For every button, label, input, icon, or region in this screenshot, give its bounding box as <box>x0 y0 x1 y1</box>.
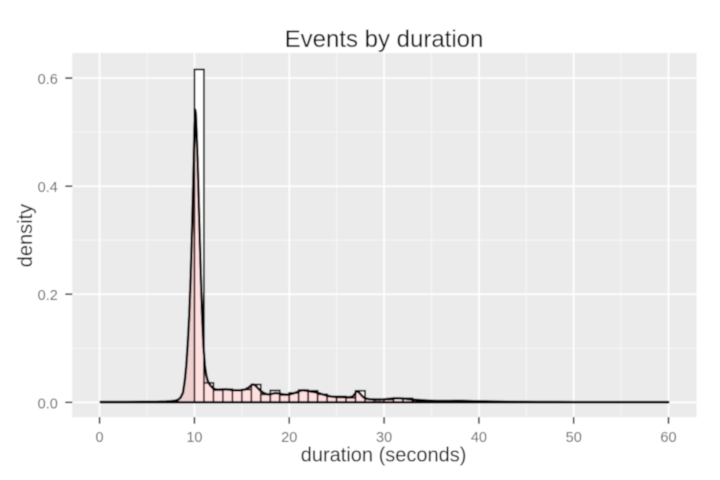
svg-text:0.6: 0.6 <box>38 72 58 88</box>
svg-text:50: 50 <box>566 430 582 446</box>
svg-text:10: 10 <box>186 430 202 446</box>
svg-text:duration (seconds): duration (seconds) <box>301 445 467 467</box>
svg-text:density: density <box>15 204 37 267</box>
svg-text:20: 20 <box>281 430 297 446</box>
svg-text:0.2: 0.2 <box>38 288 58 304</box>
svg-text:30: 30 <box>376 430 392 446</box>
svg-text:60: 60 <box>660 430 676 446</box>
svg-text:0: 0 <box>96 430 104 446</box>
svg-text:40: 40 <box>471 430 487 446</box>
svg-text:0.4: 0.4 <box>38 180 58 196</box>
svg-text:Events by duration: Events by duration <box>285 26 484 53</box>
svg-text:0.0: 0.0 <box>38 396 58 412</box>
